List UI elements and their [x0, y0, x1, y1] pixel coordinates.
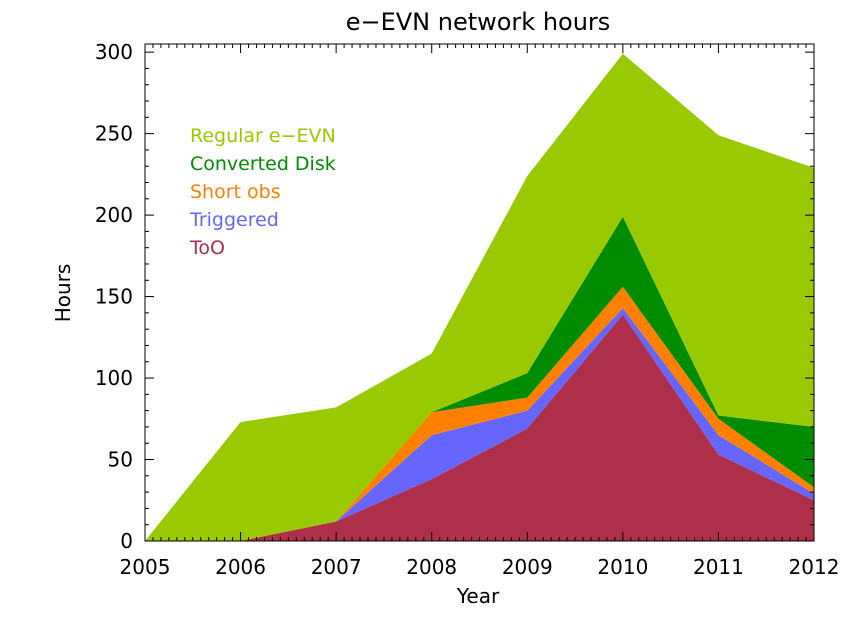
y-tick-label: 150 — [95, 285, 133, 309]
area-short-obs — [145, 286, 814, 541]
y-tick-label: 300 — [95, 40, 133, 64]
x-tick-label: 2005 — [120, 555, 171, 579]
y-tick-label: 0 — [120, 529, 133, 553]
x-tick-label: 2007 — [311, 555, 362, 579]
area-converted-disk — [145, 216, 814, 542]
x-tick-label: 2010 — [597, 555, 648, 579]
y-tick-label: 100 — [95, 366, 133, 390]
x-tick-label: 2011 — [693, 555, 744, 579]
y-axis-label: Hours — [51, 264, 75, 323]
area-layers — [145, 53, 814, 542]
x-tick-label: 2006 — [215, 555, 266, 579]
y-tick-label: 250 — [95, 122, 133, 146]
tick-labels: 2005 2006 2007 2008 2009 2010 2011 2012 0 50 100 15… — [95, 40, 840, 579]
legend-item-converted-disk: Converted Disk — [190, 153, 336, 175]
area-regular-e-evn — [145, 53, 814, 541]
area-too — [145, 314, 814, 541]
legend-item-too: ToO — [189, 237, 225, 259]
axes — [144, 43, 815, 542]
chart-title: e−EVN network hours — [346, 8, 611, 36]
x-tick-label: 2008 — [406, 555, 457, 579]
y-tick-label: 50 — [108, 448, 133, 472]
legend-item-regular-e-evn: Regular e−EVN — [190, 125, 336, 147]
area-triggered — [145, 307, 814, 541]
legend-item-short-obs: Short obs — [190, 181, 281, 203]
x-tick-label: 2012 — [789, 555, 840, 579]
x-tick-label: 2009 — [502, 555, 553, 579]
x-axis-label: Year — [456, 584, 500, 608]
legend-item-triggered: Triggered — [189, 209, 279, 231]
y-tick-label: 200 — [95, 203, 133, 227]
legend: Regular e−EVN Converted Disk Short obs Trig… — [189, 125, 336, 259]
